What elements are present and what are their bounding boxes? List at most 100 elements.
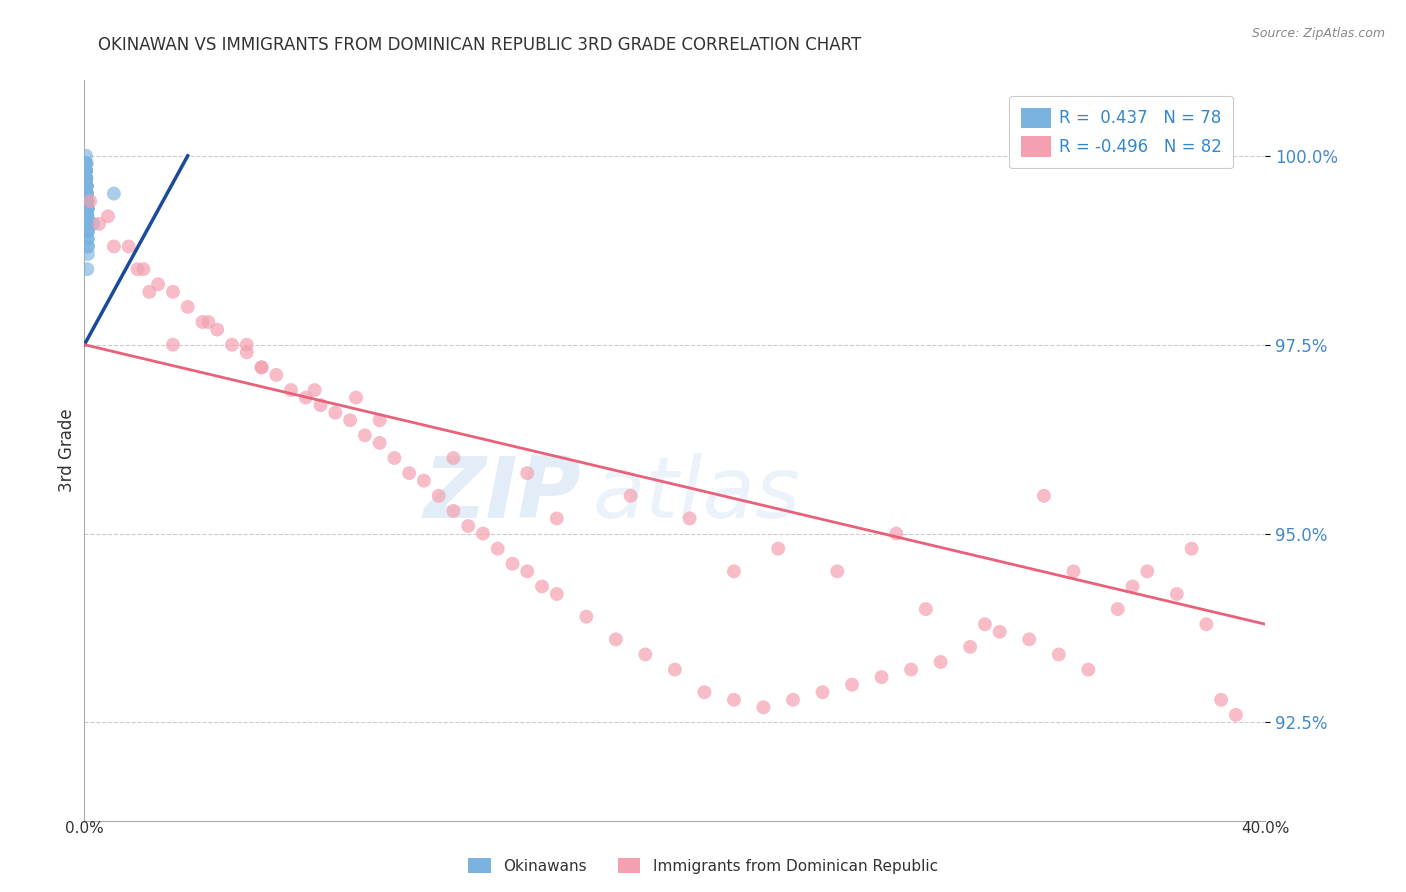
Point bbox=[368, 436, 391, 450]
Point bbox=[886, 526, 908, 541]
Point bbox=[75, 171, 97, 186]
Point bbox=[811, 685, 834, 699]
Text: OKINAWAN VS IMMIGRANTS FROM DOMINICAN REPUBLIC 3RD GRADE CORRELATION CHART: OKINAWAN VS IMMIGRANTS FROM DOMINICAN RE… bbox=[98, 36, 862, 54]
Point bbox=[75, 171, 97, 186]
Point bbox=[1047, 648, 1070, 662]
Point bbox=[118, 239, 141, 253]
Point bbox=[221, 337, 243, 351]
Point bbox=[605, 632, 627, 647]
Point bbox=[1018, 632, 1040, 647]
Point bbox=[76, 202, 98, 216]
Point bbox=[75, 171, 97, 186]
Legend: Okinawans, Immigrants from Dominican Republic: Okinawans, Immigrants from Dominican Rep… bbox=[463, 852, 943, 880]
Point bbox=[443, 450, 465, 465]
Point bbox=[77, 239, 100, 253]
Point bbox=[827, 565, 849, 579]
Point bbox=[575, 609, 598, 624]
Point bbox=[75, 164, 97, 178]
Point bbox=[472, 526, 495, 541]
Point bbox=[1122, 579, 1144, 593]
Point bbox=[75, 171, 97, 186]
Point bbox=[236, 337, 259, 351]
Point bbox=[368, 413, 391, 427]
Point bbox=[339, 413, 361, 427]
Point bbox=[75, 179, 97, 194]
Point bbox=[75, 179, 97, 194]
Point bbox=[75, 179, 97, 194]
Point bbox=[75, 156, 97, 170]
Point bbox=[76, 194, 98, 209]
Point bbox=[177, 300, 200, 314]
Point bbox=[76, 217, 98, 231]
Point bbox=[76, 194, 98, 209]
Point bbox=[76, 217, 98, 231]
Point bbox=[207, 322, 229, 336]
Point bbox=[76, 186, 98, 201]
Point bbox=[75, 179, 97, 194]
Point bbox=[398, 466, 420, 480]
Point bbox=[1107, 602, 1129, 616]
Point bbox=[502, 557, 524, 571]
Point bbox=[304, 383, 326, 397]
Point bbox=[75, 171, 97, 186]
Point bbox=[76, 209, 98, 223]
Point bbox=[75, 149, 97, 163]
Point bbox=[75, 164, 97, 178]
Point bbox=[664, 663, 686, 677]
Legend: R =  0.437   N = 78, R = -0.496   N = 82: R = 0.437 N = 78, R = -0.496 N = 82 bbox=[1010, 96, 1233, 169]
Point bbox=[236, 345, 259, 359]
Point bbox=[76, 186, 98, 201]
Point bbox=[344, 391, 367, 405]
Text: ZIP: ZIP bbox=[423, 453, 581, 536]
Point bbox=[76, 209, 98, 223]
Point bbox=[75, 164, 97, 178]
Point bbox=[76, 186, 98, 201]
Point bbox=[127, 262, 149, 277]
Point bbox=[75, 179, 97, 194]
Point bbox=[1136, 565, 1159, 579]
Point bbox=[76, 202, 98, 216]
Point bbox=[752, 700, 775, 714]
Point bbox=[309, 398, 332, 412]
Point bbox=[76, 186, 98, 201]
Point bbox=[103, 239, 125, 253]
Point bbox=[75, 179, 97, 194]
Point bbox=[620, 489, 643, 503]
Point bbox=[76, 202, 98, 216]
Point bbox=[929, 655, 952, 669]
Point bbox=[76, 224, 98, 238]
Point bbox=[250, 360, 273, 375]
Point bbox=[75, 171, 97, 186]
Point bbox=[76, 194, 98, 209]
Point bbox=[76, 202, 98, 216]
Point bbox=[103, 186, 125, 201]
Point bbox=[76, 217, 98, 231]
Point bbox=[1166, 587, 1188, 601]
Point bbox=[76, 209, 98, 223]
Point bbox=[1211, 692, 1233, 706]
Point bbox=[162, 285, 184, 299]
Point bbox=[75, 164, 97, 178]
Point bbox=[75, 171, 97, 186]
Point bbox=[82, 217, 104, 231]
Point bbox=[75, 164, 97, 178]
Point bbox=[266, 368, 288, 382]
Point bbox=[427, 489, 450, 503]
Point bbox=[75, 179, 97, 194]
Point bbox=[76, 232, 98, 246]
Point bbox=[354, 428, 377, 442]
Point bbox=[531, 579, 554, 593]
Point bbox=[75, 179, 97, 194]
Point bbox=[75, 156, 97, 170]
Point bbox=[693, 685, 716, 699]
Point bbox=[75, 171, 97, 186]
Point bbox=[76, 202, 98, 216]
Point bbox=[75, 171, 97, 186]
Point bbox=[1195, 617, 1218, 632]
Point bbox=[191, 315, 214, 329]
Point bbox=[77, 239, 100, 253]
Point bbox=[250, 360, 273, 375]
Point bbox=[75, 164, 97, 178]
Point bbox=[768, 541, 790, 556]
Point bbox=[75, 156, 97, 170]
